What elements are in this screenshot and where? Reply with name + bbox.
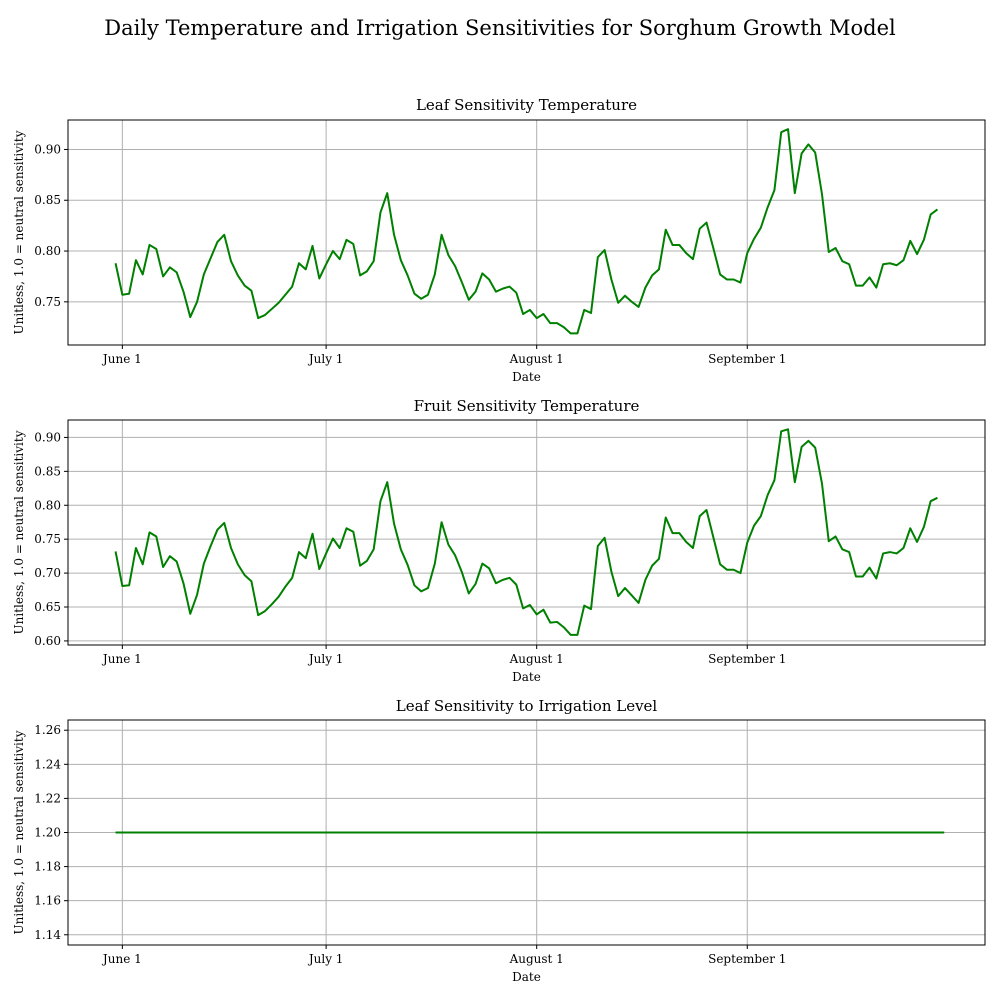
chart-title: Fruit Sensitivity Temperature bbox=[414, 397, 640, 415]
chart-panels: June 1 July 1 August 1 September 1 0.75 0.80 0… bbox=[12, 96, 986, 984]
y-tick-label: 0.75 bbox=[34, 295, 61, 309]
x-axis-label: Date bbox=[512, 970, 541, 984]
chart-title: Leaf Sensitivity to Irrigation Level bbox=[396, 697, 658, 715]
x-axis-label: Date bbox=[512, 670, 541, 684]
y-tick-label: 1.18 bbox=[34, 860, 61, 874]
x-tick-label: August 1 bbox=[509, 352, 564, 366]
x-tick-label: July 1 bbox=[307, 652, 344, 666]
x-tick-label: June 1 bbox=[101, 952, 142, 966]
x-tick-label: June 1 bbox=[101, 652, 142, 666]
x-tick-label: September 1 bbox=[708, 352, 786, 366]
y-tick-label: 0.80 bbox=[34, 244, 61, 258]
x-tick-label: August 1 bbox=[509, 652, 564, 666]
y-tick-label: 1.26 bbox=[34, 723, 61, 737]
x-tick-label: July 1 bbox=[307, 952, 344, 966]
plot-frame bbox=[67, 119, 986, 346]
y-tick-label: 0.85 bbox=[34, 464, 61, 478]
x-tick-label: June 1 bbox=[101, 352, 142, 366]
chart-panel-3: June 1 July 1 August 1 September 1 1.14 1.16 1… bbox=[12, 697, 986, 984]
figure-title: Daily Temperature and Irrigation Sensiti… bbox=[104, 16, 896, 40]
y-tick-label: 1.20 bbox=[34, 826, 61, 840]
y-axis-label: Unitless, 1.0 = neutral sensitivity bbox=[12, 730, 26, 934]
x-axis-label: Date bbox=[512, 370, 541, 384]
y-tick-label: 0.70 bbox=[34, 566, 61, 580]
y-tick-label: 1.22 bbox=[34, 791, 61, 805]
y-tick-label: 0.60 bbox=[34, 634, 61, 648]
y-tick-label: 1.16 bbox=[34, 894, 61, 908]
x-tick-label: September 1 bbox=[708, 952, 786, 966]
x-tick-label: July 1 bbox=[307, 352, 344, 366]
y-axis-label: Unitless, 1.0 = neutral sensitivity bbox=[12, 130, 26, 334]
y-tick-label: 0.85 bbox=[34, 193, 61, 207]
x-tick-label: September 1 bbox=[708, 652, 786, 666]
chart-panel-1: June 1 July 1 August 1 September 1 0.75 0.80 0… bbox=[12, 96, 986, 384]
plot-frame bbox=[67, 419, 986, 646]
series-line bbox=[114, 428, 938, 636]
y-tick-label: 0.80 bbox=[34, 498, 61, 512]
y-tick-label: 0.75 bbox=[34, 532, 61, 546]
chart-panel-2: June 1 July 1 August 1 September 1 0.60 0.65 0… bbox=[12, 397, 986, 684]
y-tick-label: 1.14 bbox=[34, 928, 61, 942]
y-tick-label: 0.65 bbox=[34, 600, 61, 614]
y-tick-label: 0.90 bbox=[34, 430, 61, 444]
y-axis-label: Unitless, 1.0 = neutral sensitivity bbox=[12, 430, 26, 634]
series-line bbox=[114, 128, 939, 335]
x-tick-label: August 1 bbox=[509, 952, 564, 966]
y-tick-label: 1.24 bbox=[34, 757, 61, 771]
y-tick-label: 0.90 bbox=[34, 142, 61, 156]
chart-title: Leaf Sensitivity Temperature bbox=[416, 96, 637, 114]
